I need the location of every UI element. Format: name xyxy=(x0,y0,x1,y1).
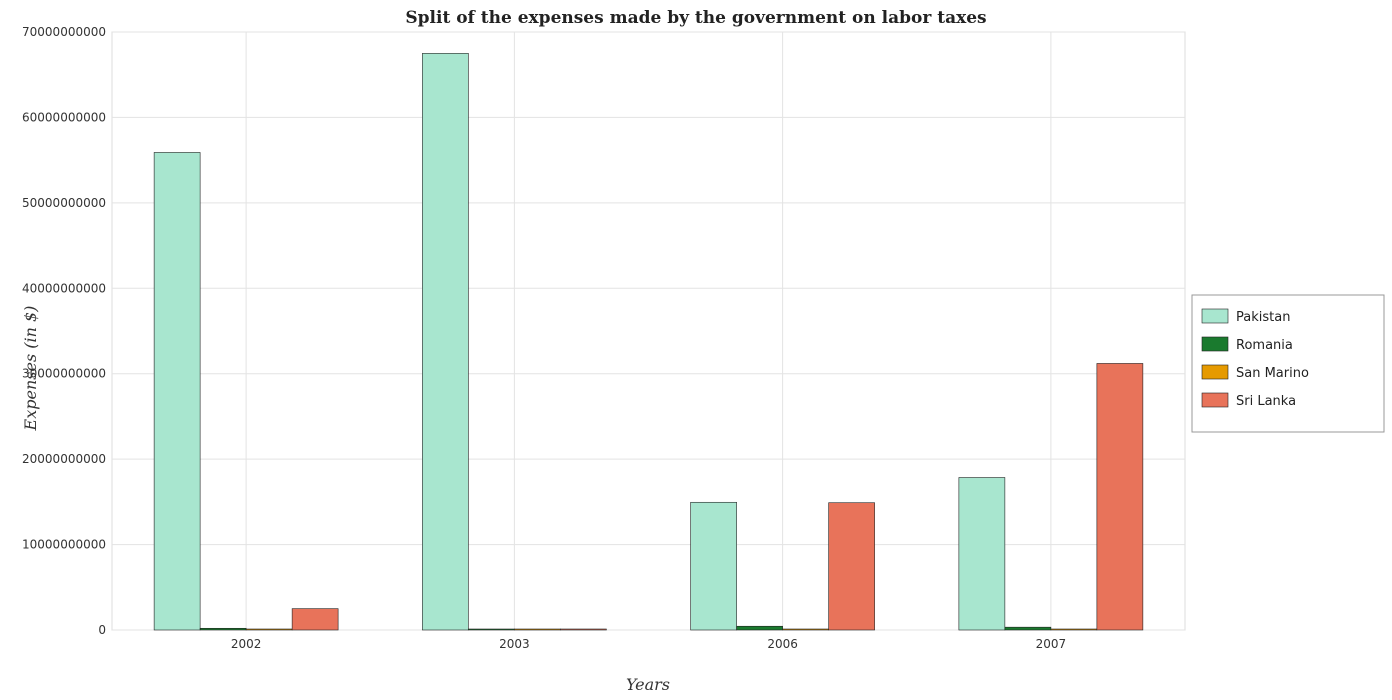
bar-romania xyxy=(736,625,783,631)
x-tick-label: 2006 xyxy=(767,637,798,651)
y-axis-title: Expenses (in $) xyxy=(21,306,40,432)
legend-swatch xyxy=(1201,336,1229,352)
bar-sri-lanka xyxy=(1096,363,1144,631)
legend-label: San Marino xyxy=(1236,366,1309,381)
bar-romania xyxy=(468,628,515,631)
y-tick-label: 70000000000 xyxy=(22,25,106,39)
chart-title: Split of the expenses made by the govern… xyxy=(405,8,987,28)
legend-label: Pakistan xyxy=(1236,310,1290,325)
x-tick-label: 2002 xyxy=(231,637,262,651)
plot-frame xyxy=(111,31,1186,631)
x-axis-title: Years xyxy=(626,675,670,694)
legend-swatch xyxy=(1201,308,1229,324)
bar-pakistan xyxy=(153,152,201,631)
grid-layer xyxy=(111,31,1186,631)
legend-swatch xyxy=(1201,364,1229,380)
y-tick-label: 20000000000 xyxy=(22,452,106,466)
bar-pakistan xyxy=(690,501,737,631)
bar-romania xyxy=(199,627,247,631)
axes-layer: 0 10000000000 20000000000 30000000000 400000… xyxy=(22,25,1066,651)
x-tick-label: 2003 xyxy=(499,637,530,651)
legend-label: Sri Lanka xyxy=(1236,394,1296,409)
bar-romania xyxy=(1004,626,1052,631)
bar-san-marino xyxy=(514,628,561,631)
bar-san-marino xyxy=(1050,628,1098,631)
bar-san-marino xyxy=(782,628,829,631)
y-tick-label: 10000000000 xyxy=(22,538,106,552)
y-tick-label: 0 xyxy=(98,623,106,637)
bar-sri-lanka xyxy=(291,608,339,631)
bar-pakistan xyxy=(958,477,1006,631)
legend: Pakistan Romania San Marino Sri Lanka xyxy=(1191,294,1385,433)
bar-sri-lanka xyxy=(828,502,875,631)
bars-layer xyxy=(153,53,1144,631)
y-tick-label: 60000000000 xyxy=(22,110,106,124)
bar-pakistan xyxy=(422,53,469,631)
legend-swatch xyxy=(1201,392,1229,408)
x-tick-label: 2007 xyxy=(1036,637,1067,651)
y-tick-label: 50000000000 xyxy=(22,196,106,210)
legend-label: Romania xyxy=(1236,338,1293,353)
bar-san-marino xyxy=(245,628,293,631)
bar-sri-lanka xyxy=(560,628,607,631)
y-tick-label: 40000000000 xyxy=(22,281,106,295)
y-tick-label: 30000000000 xyxy=(22,367,106,381)
